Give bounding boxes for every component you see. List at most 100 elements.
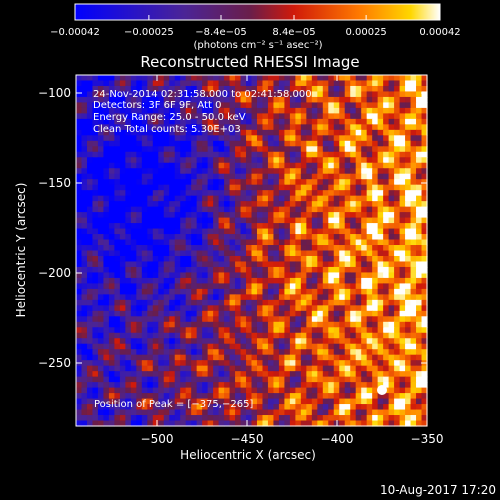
heatmap-cell [207,420,214,427]
heatmap-cell [284,415,291,422]
heatmap-cell [130,173,137,180]
heatmap-cell [377,398,384,405]
heatmap-cell [130,387,137,394]
heatmap-cell [125,107,132,114]
heatmap-cell [202,234,209,241]
heatmap-cell [405,360,412,367]
heatmap-cell [119,327,126,334]
heatmap-cell [284,327,291,334]
heatmap-cell [311,223,318,230]
heatmap-cell [147,146,154,153]
heatmap-cell [169,146,176,153]
heatmap-cell [372,316,379,323]
heatmap-cell [152,277,159,284]
heatmap-cell [136,146,143,153]
heatmap-cell [278,338,285,345]
heatmap-cell [240,91,247,98]
heatmap-cell [81,316,88,323]
heatmap-cell [136,140,143,147]
heatmap-cell [251,245,258,252]
heatmap-cell [421,261,428,268]
heatmap-cell [300,294,307,301]
heatmap-cell [394,294,401,301]
heatmap-cell [328,321,335,328]
heatmap-cell [339,283,346,290]
heatmap-cell [152,96,159,104]
heatmap-cell [97,354,105,361]
heatmap-cell [322,371,329,378]
heatmap-cell [202,113,209,120]
heatmap-cell [383,201,390,208]
heatmap-cell [125,173,132,180]
heatmap-cell [130,398,137,405]
heatmap-cell [92,261,99,268]
heatmap-cell [92,129,99,136]
heatmap-cell [141,321,148,328]
heatmap-cell [136,305,143,312]
heatmap-cell [273,206,280,213]
heatmap-cell [333,272,340,279]
heatmap-cell [76,338,83,345]
heatmap-cell [229,201,236,208]
heatmap-cell [125,398,132,405]
heatmap-cell [262,113,269,120]
heatmap-cell [372,250,379,257]
heatmap-cell [136,107,143,114]
heatmap-cell [306,129,313,136]
heatmap-cell [394,393,401,400]
heatmap-cell [130,288,137,295]
heatmap-cell [361,217,368,224]
heatmap-cell [185,365,192,372]
heatmap-cell [240,146,247,153]
heatmap-cell [163,343,170,350]
heatmap-cell [251,173,258,180]
heatmap-cell [229,162,236,169]
heatmap-cell [372,173,379,180]
heatmap-cell [163,371,170,378]
heatmap-cell [251,190,258,197]
heatmap-cell [366,354,373,361]
heatmap-cell [169,288,176,295]
heatmap-cell [213,201,220,208]
heatmap-cell [421,272,428,279]
heatmap-cell [355,179,362,186]
heatmap-cell [383,124,390,131]
heatmap-cell [163,151,170,158]
heatmap-cell [262,124,269,131]
heatmap-cell [306,239,313,246]
heatmap-cell [361,272,368,279]
heatmap-cell [421,179,428,186]
heatmap-cell [405,404,412,411]
heatmap-cell [152,332,159,339]
heatmap-cell [328,146,335,153]
heatmap-cell [421,140,428,147]
heatmap-cell [130,190,137,197]
heatmap-cell [410,305,417,312]
heatmap-cell [185,206,192,213]
heatmap-cell [141,184,148,191]
heatmap-cell [317,272,324,279]
heatmap-cell [262,195,269,202]
heatmap-cell [103,261,110,268]
heatmap-cell [235,234,242,241]
heatmap-cell [328,96,335,104]
heatmap-cell [97,387,105,394]
heatmap-cell [394,409,401,416]
heatmap-cell [97,135,105,142]
heatmap-cell [339,118,346,125]
heatmap-cell [207,409,214,416]
heatmap-cell [147,288,154,295]
heatmap-cell [350,190,357,197]
heatmap-cell [202,294,209,301]
heatmap-cell [300,266,307,274]
heatmap-cell [76,85,83,93]
heatmap-cell [213,365,220,372]
heatmap-cell [350,321,357,328]
heatmap-cell [180,327,187,334]
heatmap-cell [410,190,417,197]
heatmap-cell [147,75,154,82]
heatmap-cell [103,223,110,230]
heatmap-cell [119,217,126,224]
heatmap-cell [300,85,307,93]
heatmap-cell [103,245,110,252]
